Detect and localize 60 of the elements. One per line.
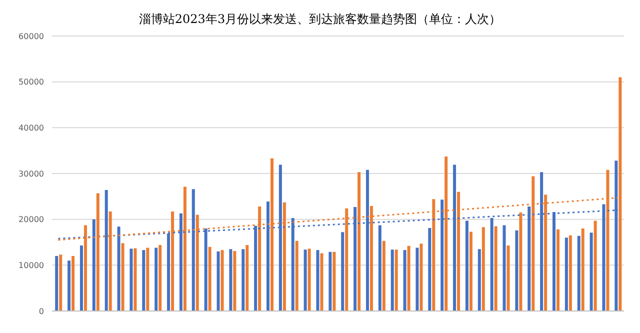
- bar: [134, 248, 137, 311]
- bar: [394, 250, 398, 311]
- bar: [416, 248, 419, 311]
- bar: [242, 249, 245, 311]
- bar: [478, 249, 481, 311]
- bar: [515, 230, 518, 311]
- bar: [208, 246, 212, 311]
- bar: [378, 225, 382, 311]
- chart-title: 淄博站2023年3月份以来发送、到达旅客数量趋势图（单位：人次）: [138, 11, 502, 28]
- bar: [494, 226, 498, 311]
- bar: [341, 232, 344, 311]
- bar: [502, 225, 506, 311]
- y-tick-label: 30000: [18, 169, 44, 178]
- bar: [216, 251, 220, 311]
- bar: [130, 248, 133, 311]
- bar: [146, 248, 150, 311]
- y-tick-label: 0: [38, 306, 44, 316]
- bar: [403, 250, 406, 311]
- bar: [246, 245, 249, 311]
- bar: [142, 250, 146, 311]
- bar: [154, 248, 158, 311]
- bar: [564, 238, 568, 311]
- bar: [332, 252, 336, 311]
- bar: [320, 253, 324, 311]
- bar: [594, 220, 597, 311]
- y-tick-label: 40000: [18, 124, 44, 133]
- bar: [420, 244, 423, 311]
- bar: [295, 240, 298, 311]
- bar: [55, 256, 58, 311]
- bar: [519, 212, 522, 311]
- bar: [304, 250, 307, 311]
- bar: [68, 260, 71, 311]
- bar: [59, 254, 62, 311]
- bar: [233, 250, 236, 311]
- bar: [72, 256, 75, 311]
- y-tick-label: 20000: [18, 215, 44, 224]
- bar: [577, 236, 580, 311]
- bar: [308, 248, 311, 311]
- bar: [328, 252, 332, 311]
- bar: [121, 243, 124, 311]
- bar: [568, 235, 572, 311]
- bar: [428, 228, 432, 311]
- bar: [590, 232, 593, 311]
- y-tick-label: 50000: [18, 78, 44, 87]
- bar: [382, 240, 386, 311]
- y-tick-label: 60000: [18, 32, 44, 41]
- bar: [581, 228, 584, 311]
- bar: [482, 227, 485, 311]
- bar: [220, 250, 224, 311]
- bar: [407, 246, 410, 311]
- bar: [80, 245, 83, 311]
- bar: [316, 250, 320, 311]
- bar: [229, 249, 232, 311]
- bar: [158, 245, 162, 311]
- bar: [469, 232, 472, 311]
- y-tick-label: 10000: [18, 261, 44, 270]
- bar: [390, 250, 394, 311]
- bar: [556, 229, 560, 311]
- bar: [506, 245, 510, 311]
- bar: [465, 220, 468, 311]
